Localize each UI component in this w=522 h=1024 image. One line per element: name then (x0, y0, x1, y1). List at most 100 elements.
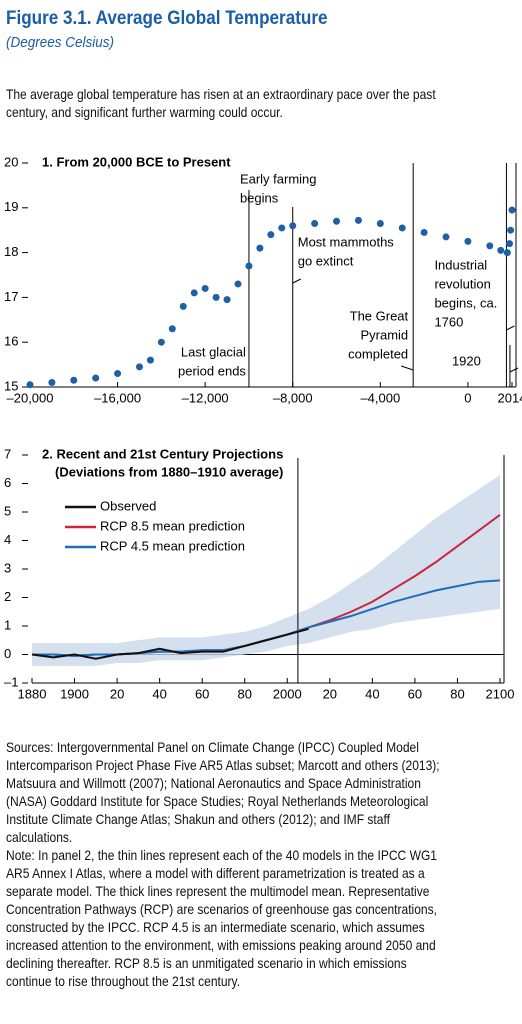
x-tick-label: –12,000 (182, 390, 229, 405)
annotation-arrow (292, 278, 301, 284)
x-tick-label: –8,000 (273, 390, 313, 405)
data-point (190, 289, 198, 297)
data-point (114, 370, 122, 378)
y-tick-label: 17 (4, 289, 18, 304)
annotation-text: go extinct (298, 253, 354, 268)
sources-line: Intercomparison Project Phase Five AR5 A… (6, 757, 440, 773)
data-point (442, 233, 450, 241)
y-tick-label: 19 (4, 199, 18, 214)
sources-line: Matsuura and Willmott (2007); National A… (6, 775, 421, 791)
data-point (464, 237, 472, 245)
x-tick-label: 40 (365, 686, 379, 701)
x-tick-label: 2000 (273, 686, 302, 701)
data-point (506, 240, 514, 248)
data-point (507, 226, 515, 234)
sources-line: Sources: Intergovernmental Panel on Clim… (6, 739, 419, 755)
y-tick-label: 4 (4, 532, 11, 547)
data-point (212, 293, 220, 301)
annotation-text: period ends (178, 363, 246, 378)
data-point (168, 325, 176, 333)
data-point (376, 219, 384, 227)
y-tick-label: 15 (4, 378, 18, 393)
data-point (201, 284, 209, 292)
data-point (256, 244, 264, 252)
data-point (354, 216, 362, 224)
chart-title: 2. Recent and 21st Century Projections (42, 446, 283, 461)
data-point (289, 222, 297, 230)
data-point (311, 219, 319, 227)
annotation-text: revolution (434, 276, 490, 291)
data-point (486, 242, 494, 250)
intro-line: century, and significant further warming… (6, 104, 283, 120)
note-line: increased attention to the environment, … (6, 937, 436, 953)
data-point (70, 376, 78, 384)
x-tick-label: 20 (110, 686, 124, 701)
series-line (31, 627, 309, 660)
data-point (223, 296, 231, 304)
y-tick-label: –1 (4, 674, 18, 689)
x-tick-label: –4,000 (360, 390, 400, 405)
data-point (278, 224, 286, 232)
data-point (146, 356, 154, 364)
intro: The average global temperature has risen… (6, 85, 436, 121)
annotation-text: 1920 (452, 353, 481, 368)
data-point (234, 280, 242, 288)
figure-subtitle: (Degrees Celsius) (6, 34, 115, 51)
data-point (497, 246, 505, 254)
x-tick-label: 0 (464, 390, 471, 405)
sources-line: Institute Climate Change Atlas; Shakun a… (6, 811, 390, 827)
annotation-arrow (509, 367, 519, 373)
y-tick-label: 5 (4, 503, 11, 518)
y-tick-label: 0 (4, 646, 11, 661)
x-tick-label: –20,000 (7, 390, 54, 405)
note: Note: In panel 2, the thin lines represe… (6, 846, 437, 990)
y-tick-label: 20 (4, 154, 18, 169)
data-point (92, 374, 100, 382)
annotation-text: Industrial (434, 257, 487, 272)
sources: Sources: Intergovernmental Panel on Clim… (6, 738, 440, 846)
annotation-text: begins (240, 190, 279, 205)
annotation-text: completed (348, 346, 408, 361)
chart-subtitle: (Deviations from 1880–1910 average) (55, 464, 283, 479)
x-tick-label: 2014 (498, 390, 522, 405)
note-line: AR5 Annex I Atlas, where a model with di… (6, 865, 425, 881)
annotation-text: Last glacial (181, 344, 246, 359)
data-point (135, 363, 143, 371)
annotation-text: Most mammoths (298, 234, 395, 249)
intro-line: The average global temperature has risen… (6, 86, 436, 102)
annotation-text: begins, ca. (434, 295, 497, 310)
x-tick-label: 60 (408, 686, 422, 701)
data-point (508, 206, 516, 214)
data-point (420, 228, 428, 236)
data-point (157, 338, 165, 346)
data-point (398, 224, 406, 232)
y-tick-label: 3 (4, 560, 11, 575)
x-tick-label: 2100 (486, 686, 515, 701)
x-tick-label: 40 (152, 686, 166, 701)
annotation-text: The Great (350, 308, 409, 323)
data-point (267, 231, 275, 239)
note-line: declining thereafter. RCP 8.5 is an unmi… (6, 955, 407, 971)
sources-line: (NASA) Goddard Institute for Space Studi… (6, 793, 429, 809)
note-line: continue to rise throughout the 21st cen… (6, 973, 241, 989)
x-tick-label: 80 (450, 686, 464, 701)
chart-2: –1 0 1 2 3 4 5 6 7 1880 1900 20 40 60 80 2000 20 40 60 80 21… (4, 446, 515, 701)
x-tick-label: 80 (237, 686, 251, 701)
data-point (245, 262, 253, 270)
figure-title: Figure 3.1. Average Global Temperature (6, 8, 328, 29)
annotation-text: 1760 (434, 314, 463, 329)
x-tick-label: –16,000 (94, 390, 141, 405)
data-point (503, 249, 511, 257)
x-tick-label: 1900 (60, 686, 89, 701)
sources-line: calculations. (6, 829, 73, 845)
y-tick-label: 18 (4, 244, 18, 259)
x-tick-label: 20 (323, 686, 337, 701)
data-point (26, 381, 34, 389)
note-line: constructed by the IPCC. RCP 4.5 is an i… (6, 919, 425, 935)
note-line: Note: In panel 2, the thin lines represe… (6, 847, 438, 863)
x-tick-label: 60 (195, 686, 209, 701)
y-tick-label: 7 (4, 446, 11, 461)
chart-title: 1. From 20,000 BCE to Present (42, 154, 231, 169)
annotation-text: Early farming (240, 171, 317, 186)
